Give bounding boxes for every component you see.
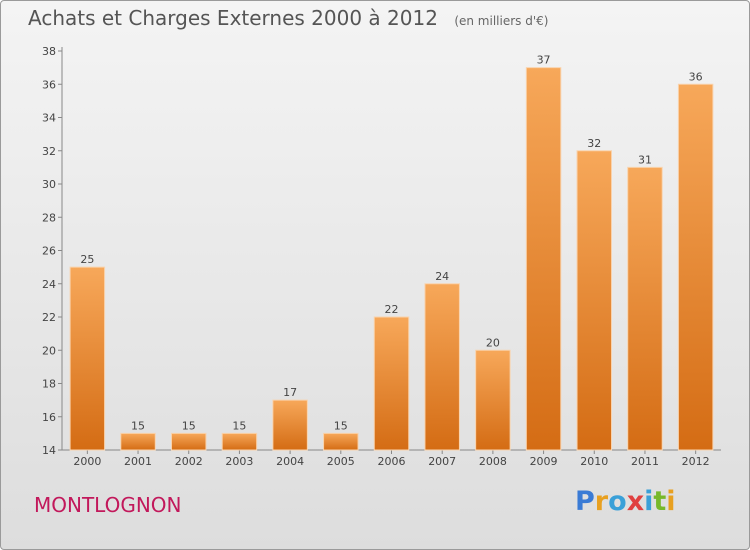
bar-2011 <box>627 166 663 451</box>
x-tick-label-2006: 2006 <box>378 455 406 468</box>
x-tick-label-2004: 2004 <box>276 455 304 468</box>
bar-2003 <box>221 432 258 451</box>
bar-2001 <box>120 432 156 451</box>
bar-2006 <box>373 316 410 451</box>
logo-letter: t <box>653 486 667 517</box>
x-tick-label-2007: 2007 <box>428 455 456 468</box>
y-tick-label: 24 <box>42 278 56 291</box>
data-label-2002: 15 <box>182 419 196 432</box>
bar-2007 <box>424 283 460 451</box>
bar-2010 <box>576 150 613 451</box>
data-label-2008: 20 <box>486 336 500 349</box>
x-tick-label-2012: 2012 <box>682 455 710 468</box>
logo-letter: i <box>644 486 654 517</box>
y-tick-label: 16 <box>42 411 56 424</box>
bar-2008 <box>475 349 511 451</box>
city-name: MONTLOGNON <box>34 493 182 517</box>
x-tick-label-2010: 2010 <box>580 455 608 468</box>
data-label-2004: 17 <box>283 386 297 399</box>
y-tick-label: 36 <box>42 78 56 91</box>
bar-2004 <box>272 399 308 451</box>
data-label-2000: 25 <box>80 253 94 266</box>
bar-2002 <box>170 432 207 451</box>
bar-2012 <box>677 83 714 451</box>
x-tick-label-2009: 2009 <box>530 455 558 468</box>
x-tick-label-2001: 2001 <box>124 455 152 468</box>
chart-unit-label: (en milliers d'€) <box>454 14 549 28</box>
y-tick-label: 32 <box>42 145 56 158</box>
chart-bars: 25 15 15 15 17 15 22 24 20 37 32 31 36 <box>69 54 714 451</box>
y-tick-label: 22 <box>42 311 56 324</box>
logo-letter: i <box>666 486 676 517</box>
data-label-2001: 15 <box>131 419 145 432</box>
y-tick-label: 38 <box>42 45 56 58</box>
chart-title-text: Achats et Charges Externes 2000 à 2012 <box>28 6 438 30</box>
x-tick-label-2000: 2000 <box>73 455 101 468</box>
y-tick-label: 34 <box>42 112 56 125</box>
y-tick-label: 18 <box>42 378 56 391</box>
x-tick-label-2011: 2011 <box>631 455 659 468</box>
proxiti-logo: Proxiti <box>575 486 676 517</box>
data-label-2003: 15 <box>232 419 246 432</box>
logo-letter: x <box>626 486 645 517</box>
data-label-2007: 24 <box>435 270 449 283</box>
y-tick-label: 20 <box>42 344 56 357</box>
data-label-2012: 36 <box>689 70 703 83</box>
x-tick-label-2003: 2003 <box>225 455 253 468</box>
y-tick-label: 26 <box>42 245 56 258</box>
bar-2005 <box>323 432 359 451</box>
data-label-2006: 22 <box>385 303 399 316</box>
bar-2000 <box>69 266 106 451</box>
data-label-2005: 15 <box>334 419 348 432</box>
y-tick-label: 14 <box>42 444 56 457</box>
logo-letter: o <box>608 486 627 517</box>
logo-letter: P <box>575 486 595 517</box>
bar-2009 <box>525 67 562 451</box>
x-tick-label-2002: 2002 <box>175 455 203 468</box>
x-tick-label-2008: 2008 <box>479 455 507 468</box>
chart-title: Achats et Charges Externes 2000 à 2012 (… <box>28 6 548 30</box>
data-label-2011: 31 <box>638 153 652 166</box>
data-label-2009: 37 <box>537 54 551 67</box>
y-tick-label: 30 <box>42 178 56 191</box>
logo-letter: r <box>594 486 609 517</box>
y-tick-label: 28 <box>42 211 56 224</box>
data-label-2010: 32 <box>587 137 601 150</box>
x-tick-label-2005: 2005 <box>327 455 355 468</box>
